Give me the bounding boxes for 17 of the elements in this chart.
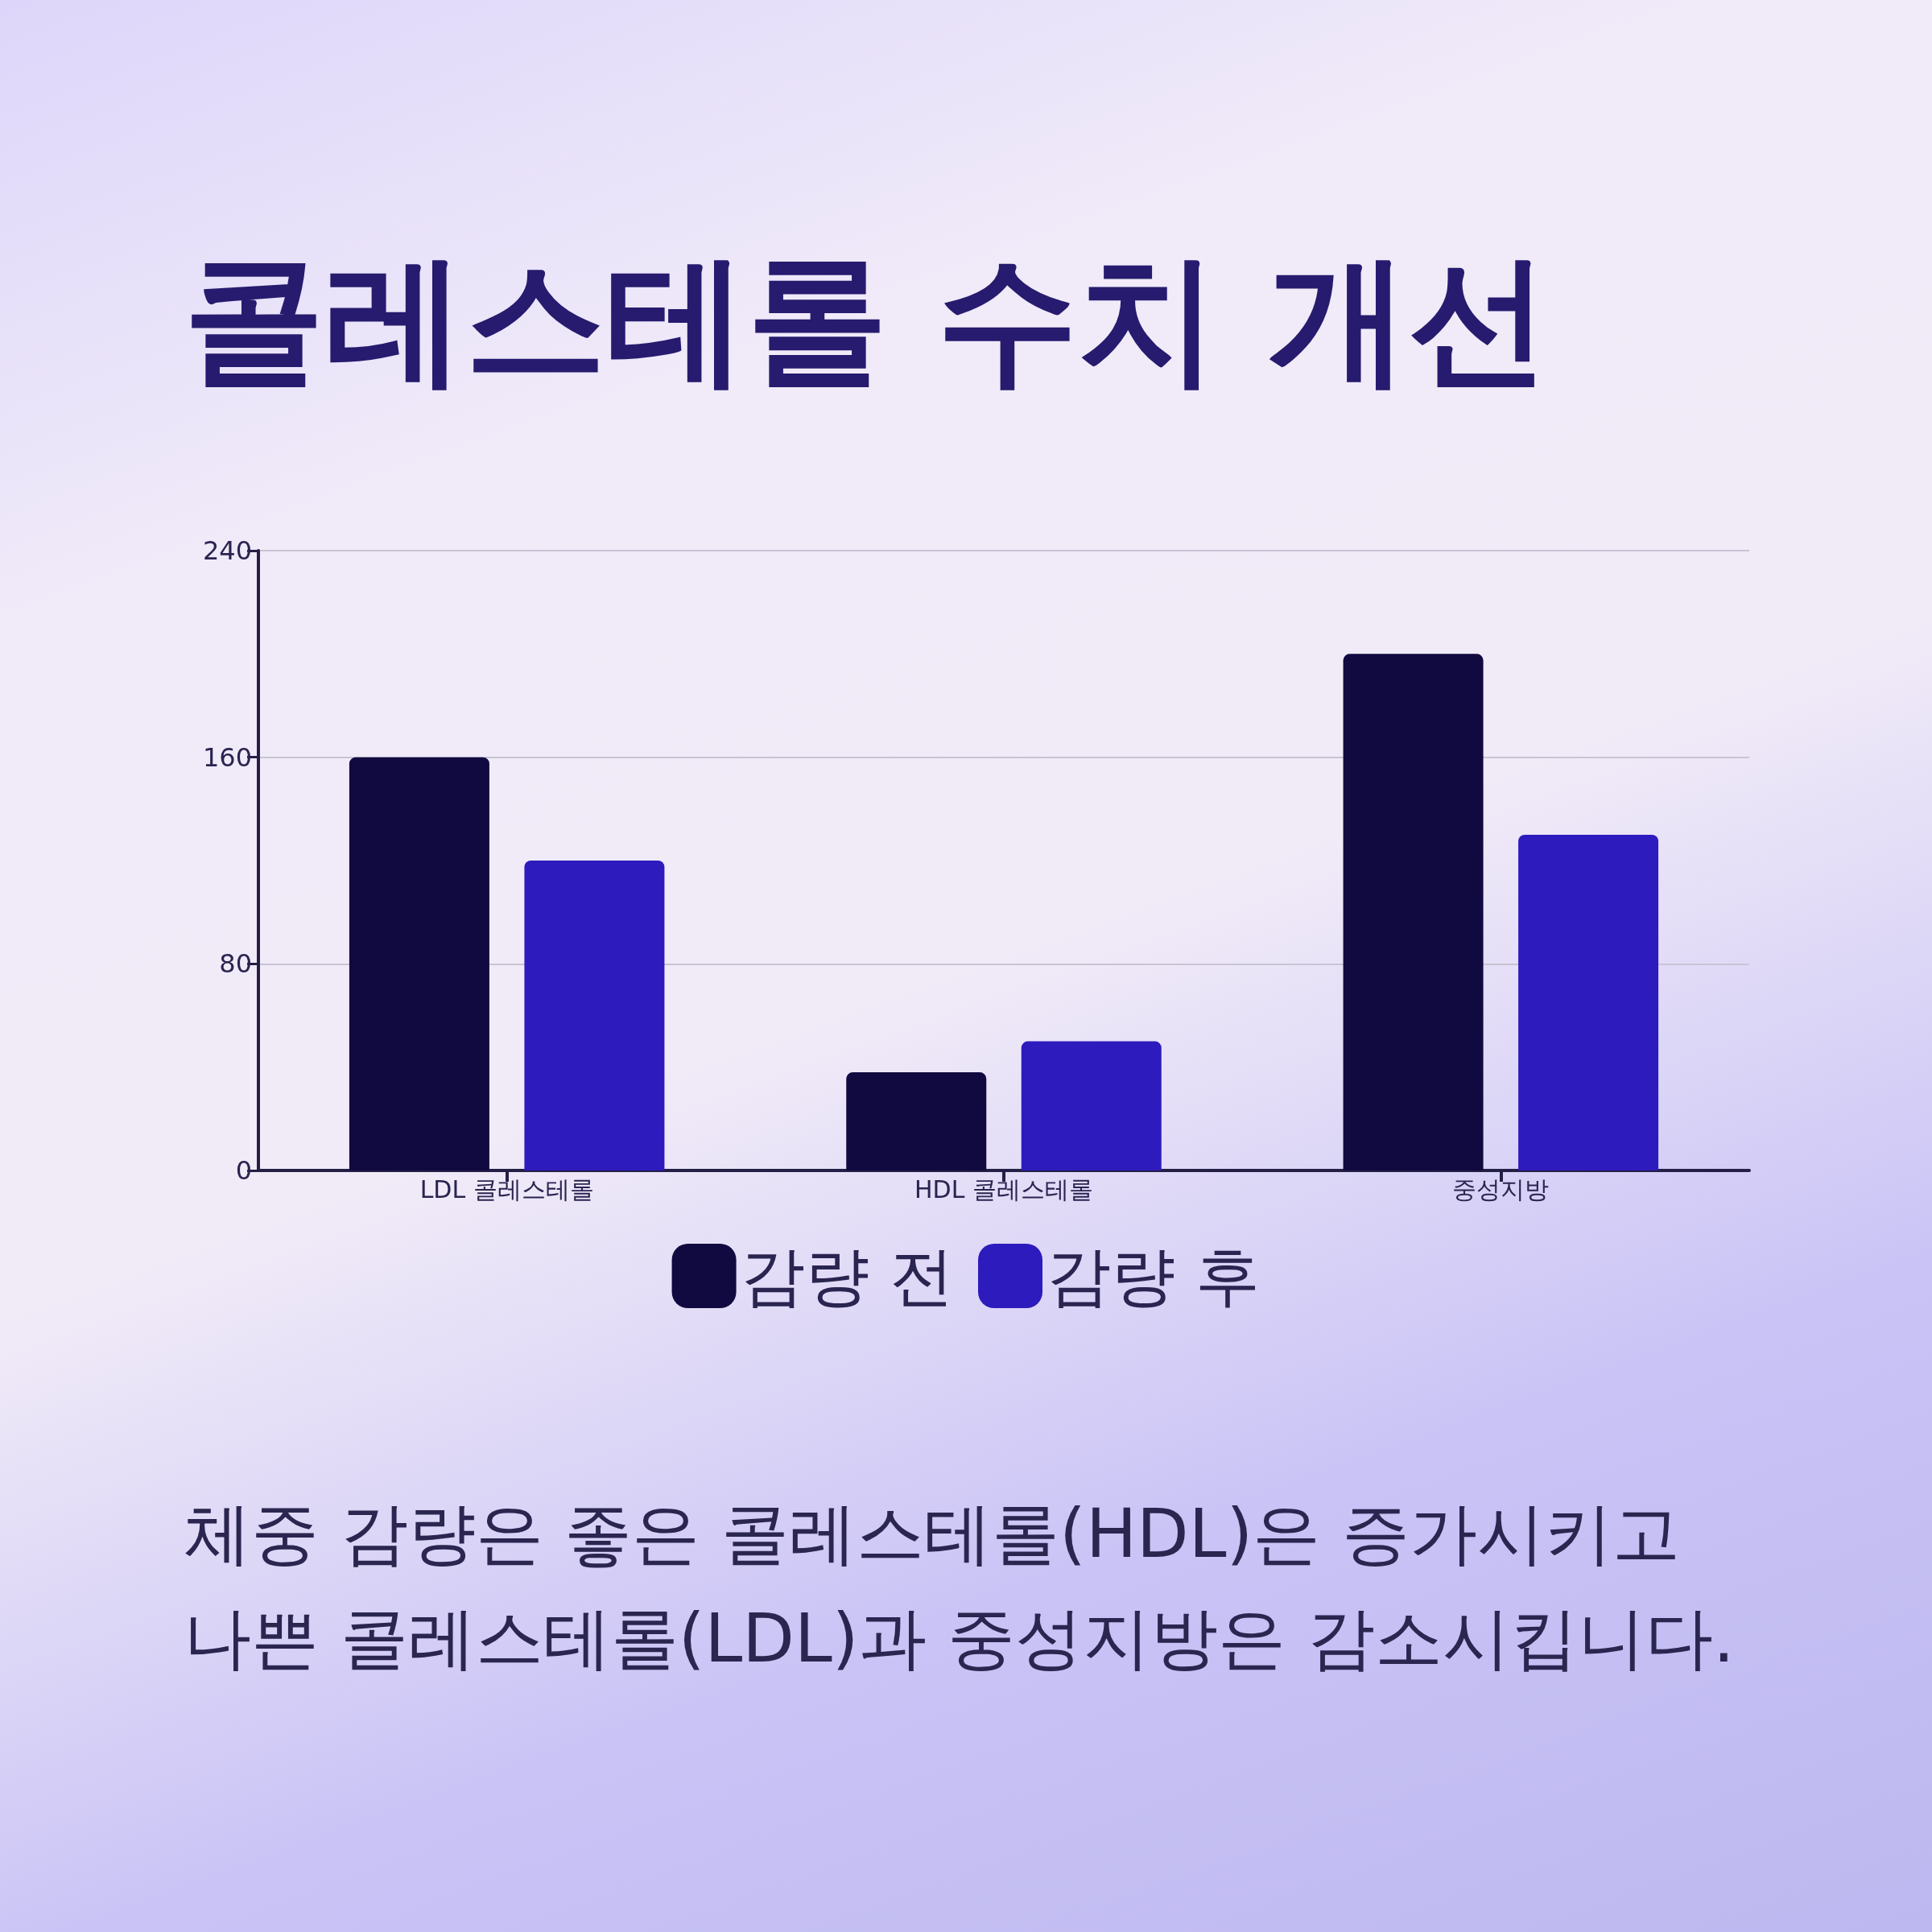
x-tick-label: 중성지방 (1452, 1174, 1550, 1203)
bar (1518, 834, 1659, 1170)
bar (349, 757, 489, 1170)
y-tick-label: 240 (202, 535, 252, 566)
bar (1343, 654, 1484, 1170)
legend-label: 감량 전 (740, 1238, 955, 1314)
legend-label: 감량 후 (1046, 1238, 1261, 1314)
x-tick-label: HDL 콜레스테롤 (914, 1174, 1093, 1203)
text: 체중 감량은 좋은 콜레스테롤(HDL)은 증가시키고 나쁜 콜레스테롤(LDL)과 중성지방은 감소시킵니다. (184, 1493, 1736, 1680)
bar (1021, 1041, 1162, 1170)
x-tick-label: LDL 콜레스테롤 (419, 1174, 594, 1203)
y-tick-label: 80 (219, 948, 252, 980)
bar (846, 1072, 987, 1170)
y-tick-label: 160 (202, 741, 252, 773)
chart-title: 콜레스테롤 수치 개선 (184, 237, 1550, 402)
y-tick-label: 0 (235, 1155, 252, 1186)
bar (524, 861, 665, 1170)
